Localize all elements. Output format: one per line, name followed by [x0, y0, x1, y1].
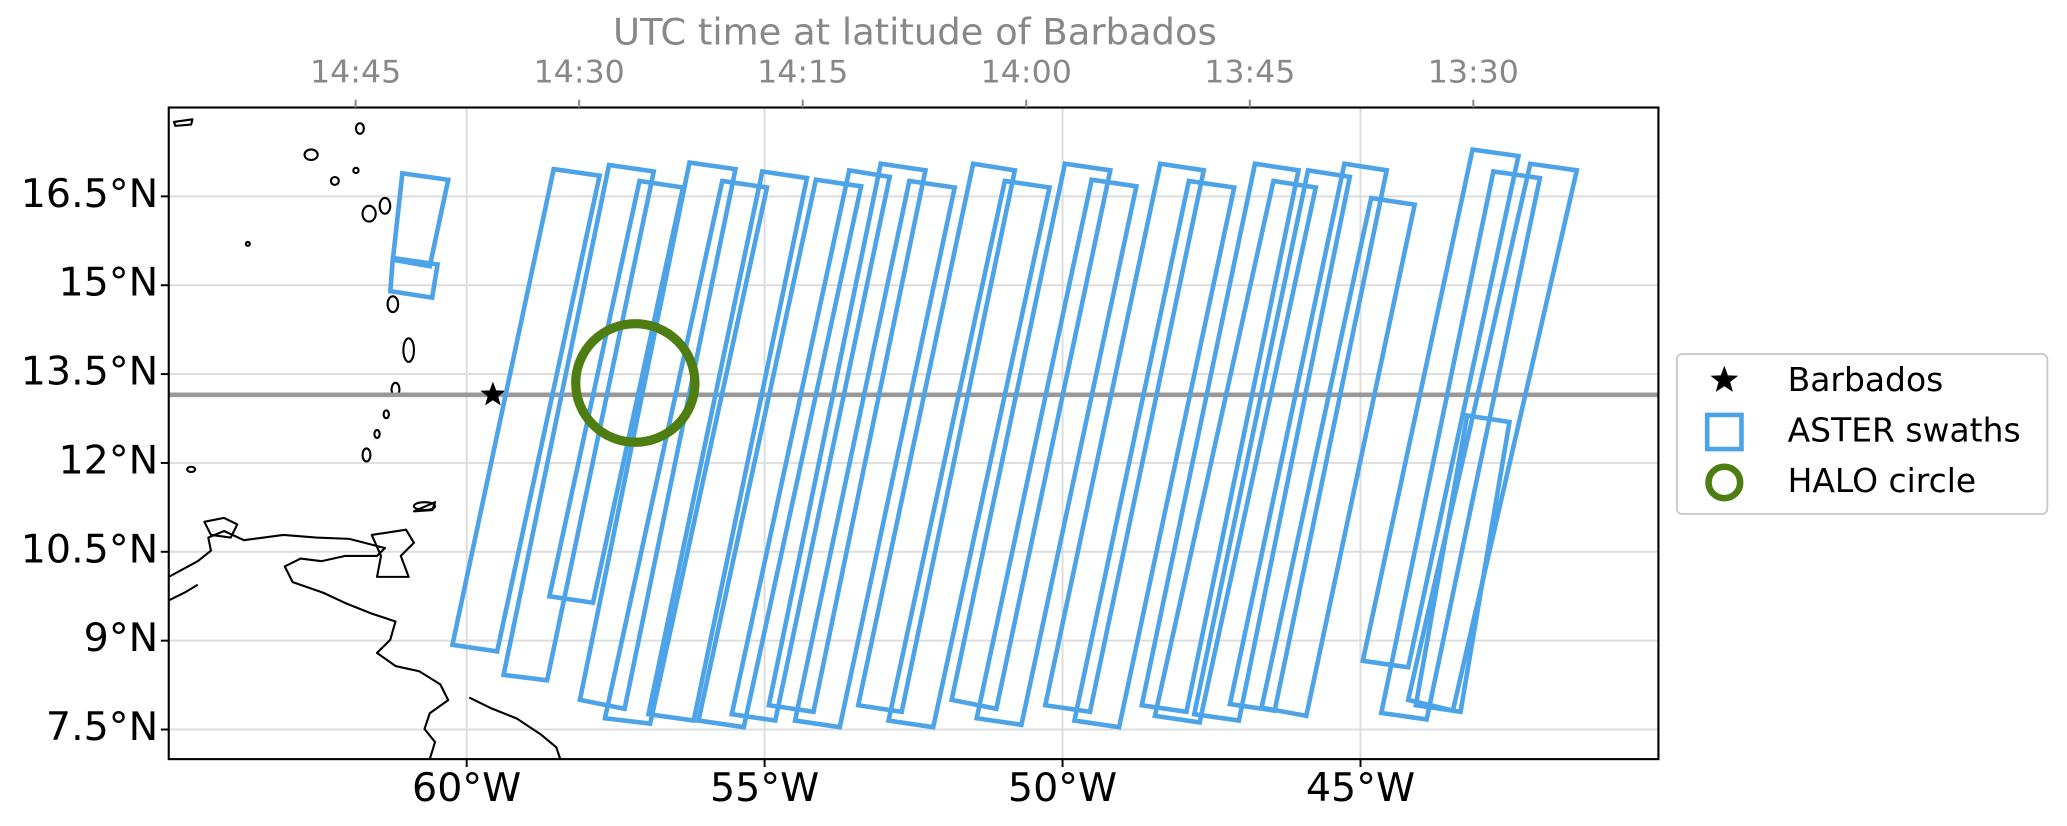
legend-box [1675, 353, 2049, 515]
x2-tick-label: 14:15 [757, 54, 848, 90]
coastline [168, 529, 450, 760]
swath [500, 162, 657, 683]
x-tick-label: 60°W [412, 765, 521, 811]
legend-marker [1704, 412, 1744, 452]
swath [1152, 178, 1319, 725]
swath [387, 255, 441, 301]
swath [1258, 195, 1418, 719]
x2-tick-label: 13:45 [1204, 54, 1295, 90]
y-tick-label: 15°N [59, 260, 159, 306]
island [373, 428, 381, 439]
swath [695, 177, 864, 730]
island [352, 166, 360, 175]
x-tick-label: 50°W [1008, 765, 1117, 811]
island [329, 175, 340, 186]
trinidad [370, 528, 416, 578]
legend-label: ASTER swaths [1788, 411, 2021, 450]
swath [1378, 168, 1543, 722]
swath [855, 161, 1018, 715]
legend-label: HALO circle [1788, 461, 1977, 500]
swath [973, 177, 1140, 728]
island [244, 240, 251, 247]
y-tick-label: 7.5°N [46, 704, 158, 750]
island [361, 204, 377, 223]
island [361, 447, 372, 463]
x2-tick-label: 14:30 [534, 54, 625, 90]
coastlines [168, 118, 562, 760]
x-tick-label: 55°W [710, 765, 819, 811]
island [186, 465, 197, 474]
swath [449, 166, 603, 654]
y-tick-label: 12°N [59, 438, 159, 484]
legend-label: Barbados [1788, 360, 1944, 399]
x2-tick-label: 14:00 [981, 54, 1072, 90]
island [378, 196, 392, 215]
island [203, 516, 239, 539]
axes: 60°W 55°W 50°W 45°W 7.5°N 9°N 10.5°N 12°N 13.5°N… [21, 54, 1519, 811]
island [172, 118, 194, 127]
y-tick-label: 13.5°N [21, 349, 158, 395]
y-tick-label: 16.5°N [21, 171, 158, 217]
swath [645, 168, 810, 724]
barbados-star [480, 381, 506, 406]
x2-tick-label: 13:30 [1428, 54, 1519, 90]
x2-axis-title: UTC time at latitude of Barbados [613, 11, 1217, 54]
coastline [468, 696, 562, 760]
swath [1191, 167, 1353, 724]
swath [729, 167, 893, 724]
coastline [168, 583, 199, 602]
swath [885, 178, 1053, 730]
island [354, 122, 365, 135]
swath [948, 161, 1114, 712]
island [303, 148, 319, 162]
swath [1405, 161, 1580, 714]
island [386, 295, 400, 314]
halo-circle [571, 319, 700, 447]
marks [168, 147, 1659, 730]
island [402, 337, 416, 363]
y-tick-label: 10.5°N [21, 526, 158, 572]
x-tick-label: 45°W [1306, 765, 1415, 811]
y-tick-label: 9°N [84, 615, 159, 661]
swath [546, 178, 686, 606]
legend-marker [1705, 463, 1744, 502]
legend-marker [1710, 365, 1739, 392]
swath [390, 170, 451, 269]
x2-tick-label: 14:45 [310, 54, 401, 90]
swath [1139, 161, 1302, 715]
swath [1413, 412, 1513, 715]
island [412, 501, 437, 512]
swath [1360, 147, 1522, 670]
island [382, 409, 390, 420]
legend: Barbados ASTER swaths HALO circle [1704, 360, 2021, 502]
swath [792, 178, 958, 730]
plot-frame [167, 106, 1660, 761]
chart-body: UTC time at latitude of Barbados [21, 11, 2049, 811]
swath [602, 178, 770, 727]
swath [1071, 178, 1237, 730]
